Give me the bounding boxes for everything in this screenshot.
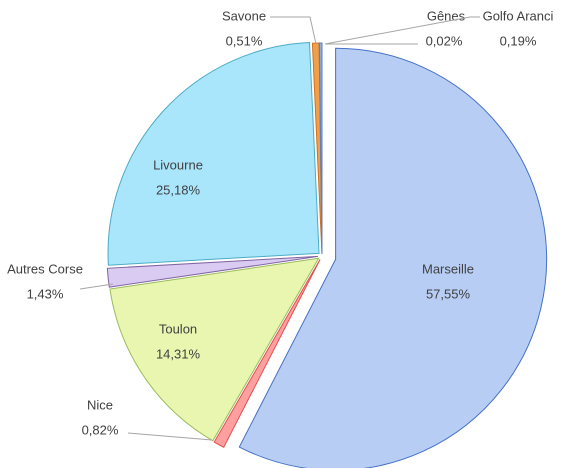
slice-label: Livourne bbox=[153, 157, 203, 172]
leader-line bbox=[79, 283, 114, 290]
slice-label: Nice bbox=[87, 397, 113, 412]
slice-label: Golfo Aranci bbox=[483, 8, 554, 23]
value-label: 0,02% bbox=[426, 33, 463, 48]
pie-slice bbox=[107, 42, 320, 266]
leader-line bbox=[270, 16, 317, 45]
slice-label: Savone bbox=[222, 8, 266, 23]
slice-label: Marseille bbox=[422, 261, 474, 276]
pie-slice bbox=[109, 257, 320, 442]
slice-label: Autres Corse bbox=[7, 261, 83, 276]
value-label: 0,19% bbox=[500, 33, 537, 48]
pie-slice bbox=[238, 47, 548, 468]
value-label: 57,55% bbox=[426, 286, 471, 301]
value-label: 1,43% bbox=[27, 286, 64, 301]
value-label: 14,31% bbox=[156, 346, 201, 361]
pie-slice bbox=[106, 255, 319, 288]
pie-slice bbox=[318, 42, 323, 255]
leader-line bbox=[127, 432, 213, 441]
value-label: 0,82% bbox=[82, 422, 119, 437]
slice-label: Toulon bbox=[159, 321, 197, 336]
value-label: 25,18% bbox=[156, 182, 201, 197]
value-label: 0,51% bbox=[226, 33, 263, 48]
leader-line bbox=[324, 16, 480, 45]
pie-slice bbox=[213, 259, 321, 448]
